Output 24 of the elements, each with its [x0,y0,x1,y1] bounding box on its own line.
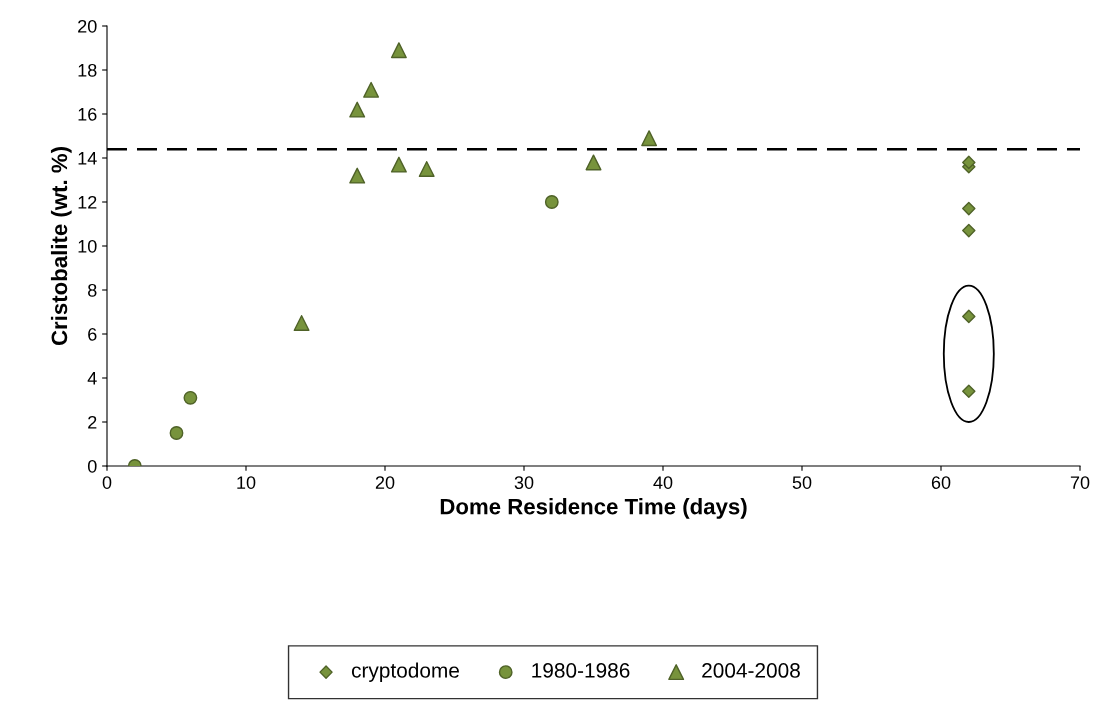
y-tick-label: 0 [87,459,97,473]
y-tick-label: 2 [88,415,97,429]
x-tick-label: 50 [792,476,812,489]
legend-label: 1980-1986 [532,663,630,678]
x-tick-label: 10 [237,476,256,489]
y-tick-label: 14 [78,152,97,165]
y-tick-label: 18 [78,63,97,77]
y-tick-label: 10 [78,239,97,253]
legend-label: 2004-2008 [702,663,800,678]
y-tick-label: 12 [78,195,97,209]
x-tick-label: 40 [653,476,673,489]
y-axis-title: Cristobalite (wt. %) [50,147,72,346]
x-axis-title: Dome Residence Time (days) [440,498,747,519]
x-tick-label: 20 [375,476,395,489]
y-tick-label: 16 [78,107,97,121]
x-tick-label: 70 [1070,476,1090,489]
y-tick-label: 4 [87,372,97,385]
legend-label: cryptodome [351,662,459,682]
x-tick-label: 60 [931,476,951,489]
y-tick-label: 8 [88,283,97,297]
y-tick-label: 6 [88,327,97,341]
x-tick-label: 0 [102,476,112,489]
y-tick-label: 20 [78,19,97,33]
x-tick-label: 30 [514,476,534,489]
